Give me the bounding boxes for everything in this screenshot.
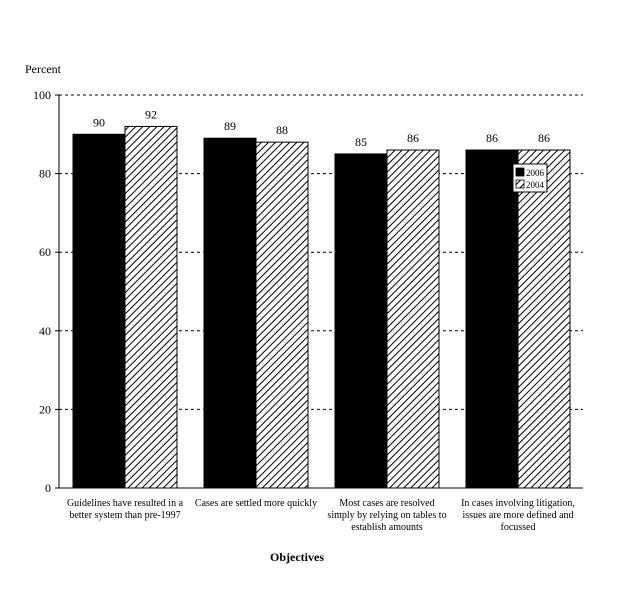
data-label: 86 xyxy=(538,131,550,145)
data-label: 85 xyxy=(355,135,367,149)
y-tick-label: 0 xyxy=(45,481,51,495)
category-label: Most cases are resolved simply by relying… xyxy=(327,498,446,533)
legend-label: 2006 xyxy=(526,168,545,178)
data-label: 86 xyxy=(407,131,419,145)
y-tick-label: 40 xyxy=(39,324,51,338)
legend-swatch-2004 xyxy=(515,179,525,189)
bar-2006 xyxy=(334,153,388,489)
bar-2006 xyxy=(203,137,257,489)
bar-2004 xyxy=(255,141,309,489)
legend-swatch-2006 xyxy=(515,167,525,177)
y-tick-label: 80 xyxy=(39,167,51,181)
data-label: 86 xyxy=(486,131,498,145)
bar-2004 xyxy=(386,149,440,489)
data-label: 92 xyxy=(145,107,157,121)
y-tick-label: 20 xyxy=(39,402,51,416)
y-tick-label: 100 xyxy=(33,88,51,102)
category-label: Guidelines have resulted in a better syst… xyxy=(67,498,184,521)
bar-2004 xyxy=(124,125,178,489)
data-label: 90 xyxy=(93,115,105,129)
bar-2006 xyxy=(465,149,519,489)
category-label: Cases are settled more quickly xyxy=(195,498,317,509)
legend-label: 2004 xyxy=(526,180,545,190)
x-axis-title: Objectives xyxy=(270,550,324,564)
data-label: 88 xyxy=(276,123,288,137)
bar-2006 xyxy=(72,133,126,489)
bar-2004 xyxy=(517,149,571,489)
y-axis-title: Percent xyxy=(25,62,62,76)
y-tick-label: 60 xyxy=(39,245,51,259)
category-label: In cases involving litigation, issues are… xyxy=(461,498,575,533)
data-label: 89 xyxy=(224,119,236,133)
